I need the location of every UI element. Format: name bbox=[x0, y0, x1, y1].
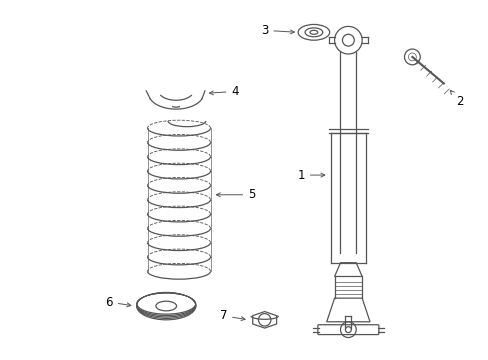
Text: 6: 6 bbox=[105, 296, 131, 309]
Text: 7: 7 bbox=[219, 309, 244, 322]
Text: 3: 3 bbox=[261, 24, 294, 37]
Text: 4: 4 bbox=[209, 85, 239, 98]
Text: 5: 5 bbox=[216, 188, 255, 201]
Text: 2: 2 bbox=[449, 90, 463, 108]
Text: 1: 1 bbox=[297, 168, 324, 181]
